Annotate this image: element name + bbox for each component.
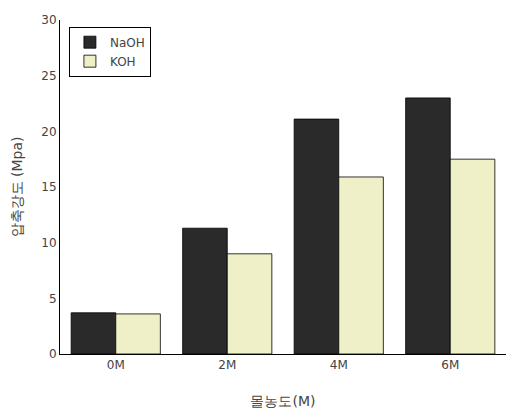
- svg-text:2M: 2M: [218, 358, 236, 372]
- svg-text:몰농도(M): 몰농도(M): [250, 393, 315, 409]
- svg-text:4M: 4M: [330, 358, 348, 372]
- svg-text:5: 5: [49, 292, 57, 306]
- svg-text:30: 30: [41, 13, 56, 27]
- svg-text:10: 10: [41, 236, 56, 250]
- svg-text:압축강도 (Mpa): 압축강도 (Mpa): [9, 137, 25, 238]
- svg-text:NaOH: NaOH: [110, 36, 145, 50]
- svg-text:0M: 0M: [107, 358, 125, 372]
- svg-text:15: 15: [41, 180, 56, 194]
- svg-text:25: 25: [41, 69, 56, 83]
- svg-text:20: 20: [41, 125, 56, 139]
- svg-text:KOH: KOH: [110, 55, 136, 69]
- svg-text:0: 0: [49, 347, 57, 361]
- svg-text:6M: 6M: [441, 358, 459, 372]
